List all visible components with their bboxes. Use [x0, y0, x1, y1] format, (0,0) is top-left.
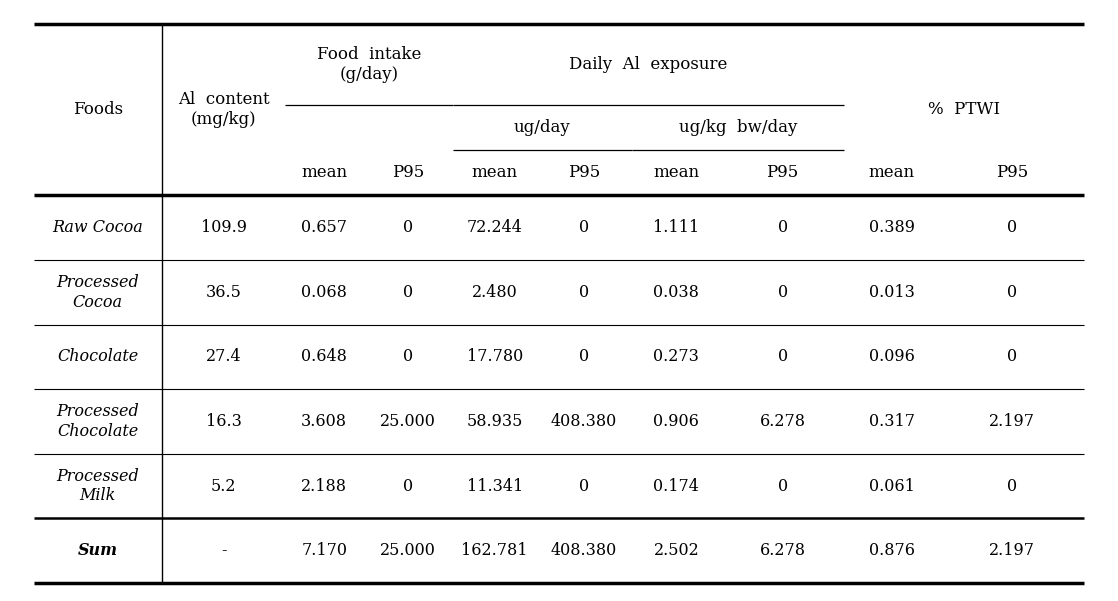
- Text: 2.197: 2.197: [988, 413, 1035, 430]
- Text: 0.876: 0.876: [869, 542, 915, 559]
- Text: 0.068: 0.068: [301, 284, 348, 300]
- Text: 0: 0: [579, 219, 589, 236]
- Text: 0: 0: [402, 284, 414, 300]
- Text: 0: 0: [579, 284, 589, 300]
- Text: 27.4: 27.4: [206, 349, 241, 365]
- Text: Foods: Foods: [73, 101, 123, 118]
- Text: 0: 0: [777, 284, 788, 300]
- Text: 25.000: 25.000: [380, 413, 436, 430]
- Text: 0: 0: [1006, 219, 1017, 236]
- Text: 0.648: 0.648: [301, 349, 348, 365]
- Text: 5.2: 5.2: [211, 478, 236, 495]
- Text: 0.038: 0.038: [653, 284, 700, 300]
- Text: 0: 0: [1006, 349, 1017, 365]
- Text: 0: 0: [777, 478, 788, 495]
- Text: mean: mean: [869, 164, 915, 182]
- Text: 0: 0: [777, 349, 788, 365]
- Text: ug/kg  bw/day: ug/kg bw/day: [679, 119, 797, 136]
- Text: 6.278: 6.278: [759, 542, 806, 559]
- Text: mean: mean: [653, 164, 700, 182]
- Text: Chocolate: Chocolate: [57, 349, 139, 365]
- Text: P95: P95: [392, 164, 424, 182]
- Text: Processed
Milk: Processed Milk: [56, 468, 140, 504]
- Text: mean: mean: [472, 164, 518, 182]
- Text: 2.188: 2.188: [301, 478, 348, 495]
- Text: 0.317: 0.317: [869, 413, 915, 430]
- Text: 0.389: 0.389: [869, 219, 915, 236]
- Text: 0.013: 0.013: [869, 284, 915, 300]
- Text: 0: 0: [402, 349, 414, 365]
- Text: 0.061: 0.061: [869, 478, 915, 495]
- Text: 2.480: 2.480: [472, 284, 518, 300]
- Text: 7.170: 7.170: [301, 542, 348, 559]
- Text: 58.935: 58.935: [466, 413, 523, 430]
- Text: 0: 0: [579, 478, 589, 495]
- Text: Al  content
(mg/kg): Al content (mg/kg): [178, 91, 269, 128]
- Text: 408.380: 408.380: [551, 413, 617, 430]
- Text: Processed
Cocoa: Processed Cocoa: [56, 274, 140, 311]
- Text: Processed
Chocolate: Processed Chocolate: [56, 403, 140, 440]
- Text: 72.244: 72.244: [467, 219, 522, 236]
- Text: 0.096: 0.096: [869, 349, 915, 365]
- Text: P95: P95: [767, 164, 798, 182]
- Text: -: -: [221, 542, 226, 559]
- Text: 0: 0: [1006, 478, 1017, 495]
- Text: 36.5: 36.5: [206, 284, 241, 300]
- Text: 0.174: 0.174: [653, 478, 700, 495]
- Text: 0: 0: [777, 219, 788, 236]
- Text: ug/day: ug/day: [514, 119, 570, 136]
- Text: 1.111: 1.111: [653, 219, 700, 236]
- Text: %  PTWI: % PTWI: [928, 101, 1001, 118]
- Text: mean: mean: [301, 164, 348, 182]
- Text: 16.3: 16.3: [206, 413, 241, 430]
- Text: 3.608: 3.608: [301, 413, 348, 430]
- Text: 2.197: 2.197: [988, 542, 1035, 559]
- Text: 162.781: 162.781: [462, 542, 528, 559]
- Text: P95: P95: [568, 164, 600, 182]
- Text: Sum: Sum: [78, 542, 117, 559]
- Text: 11.341: 11.341: [466, 478, 523, 495]
- Text: 17.780: 17.780: [466, 349, 523, 365]
- Text: P95: P95: [996, 164, 1027, 182]
- Text: 6.278: 6.278: [759, 413, 806, 430]
- Text: Food  intake
(g/day): Food intake (g/day): [316, 46, 421, 83]
- Text: 0: 0: [402, 219, 414, 236]
- Text: 0.906: 0.906: [653, 413, 700, 430]
- Text: 0.657: 0.657: [301, 219, 348, 236]
- Text: 109.9: 109.9: [200, 219, 247, 236]
- Text: 408.380: 408.380: [551, 542, 617, 559]
- Text: 25.000: 25.000: [380, 542, 436, 559]
- Text: 0: 0: [1006, 284, 1017, 300]
- Text: 0: 0: [402, 478, 414, 495]
- Text: 0: 0: [579, 349, 589, 365]
- Text: 0.273: 0.273: [653, 349, 700, 365]
- Text: 2.502: 2.502: [654, 542, 699, 559]
- Text: Raw Cocoa: Raw Cocoa: [53, 219, 143, 236]
- Text: Daily  Al  exposure: Daily Al exposure: [569, 56, 728, 73]
